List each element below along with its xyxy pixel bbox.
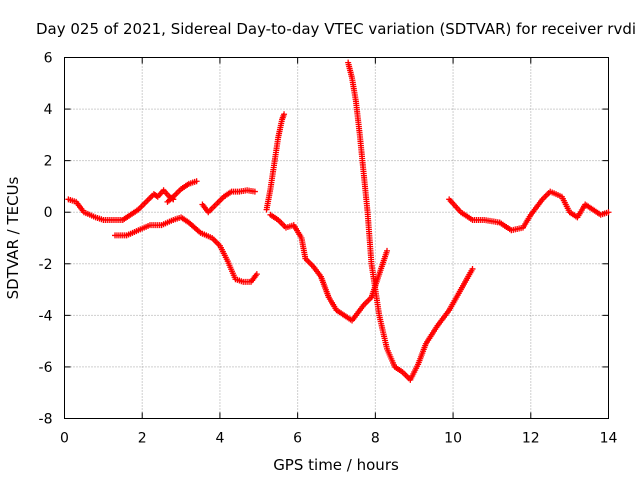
plot-frame — [64, 57, 609, 419]
y-tick-label: -2 — [39, 257, 53, 273]
x-tick-label: 0 — [60, 431, 69, 447]
data-point — [253, 271, 260, 278]
grid — [64, 57, 609, 419]
data-point — [153, 192, 160, 199]
series-track-2 — [164, 178, 200, 205]
series-track-3 — [112, 214, 260, 285]
series-track-8 — [446, 188, 612, 234]
y-tick-label: -8 — [39, 412, 53, 428]
x-tick-label: 12 — [522, 431, 540, 447]
x-tick-label: 14 — [600, 431, 618, 447]
x-tick-label: 8 — [371, 431, 380, 447]
x-tick-label: 4 — [215, 431, 224, 447]
y-axis-label: SDTVAR / TECUs — [4, 176, 22, 299]
data-point — [193, 178, 200, 185]
series-track-4 — [199, 187, 258, 216]
series-track-7 — [345, 59, 476, 383]
y-tick-label: 0 — [44, 205, 53, 221]
y-tick-label: 4 — [44, 102, 53, 118]
x-axis-label: GPS time / hours — [273, 456, 399, 474]
x-tick-label: 10 — [444, 431, 462, 447]
data-points — [65, 59, 612, 383]
y-tick-label: -4 — [39, 308, 53, 324]
series-track-6 — [267, 211, 391, 324]
series-track-1 — [65, 187, 177, 223]
data-point — [605, 209, 612, 216]
series-track-5 — [263, 111, 288, 213]
chart-title: Day 025 of 2021, Sidereal Day-to-day VTE… — [36, 20, 636, 38]
data-point — [281, 111, 288, 118]
x-tick-label: 6 — [293, 431, 302, 447]
data-point — [384, 247, 391, 254]
y-tick-label: 6 — [44, 51, 53, 67]
data-point — [251, 188, 258, 195]
x-tick-label: 2 — [138, 431, 147, 447]
y-tick-label: 2 — [44, 154, 53, 170]
axis-ticks: 0 2 4 6 8 10 12 14 -8 -6 -4 -2 0 2 4 6 — [39, 51, 618, 447]
y-tick-label: -6 — [39, 360, 53, 376]
data-point — [469, 265, 476, 272]
